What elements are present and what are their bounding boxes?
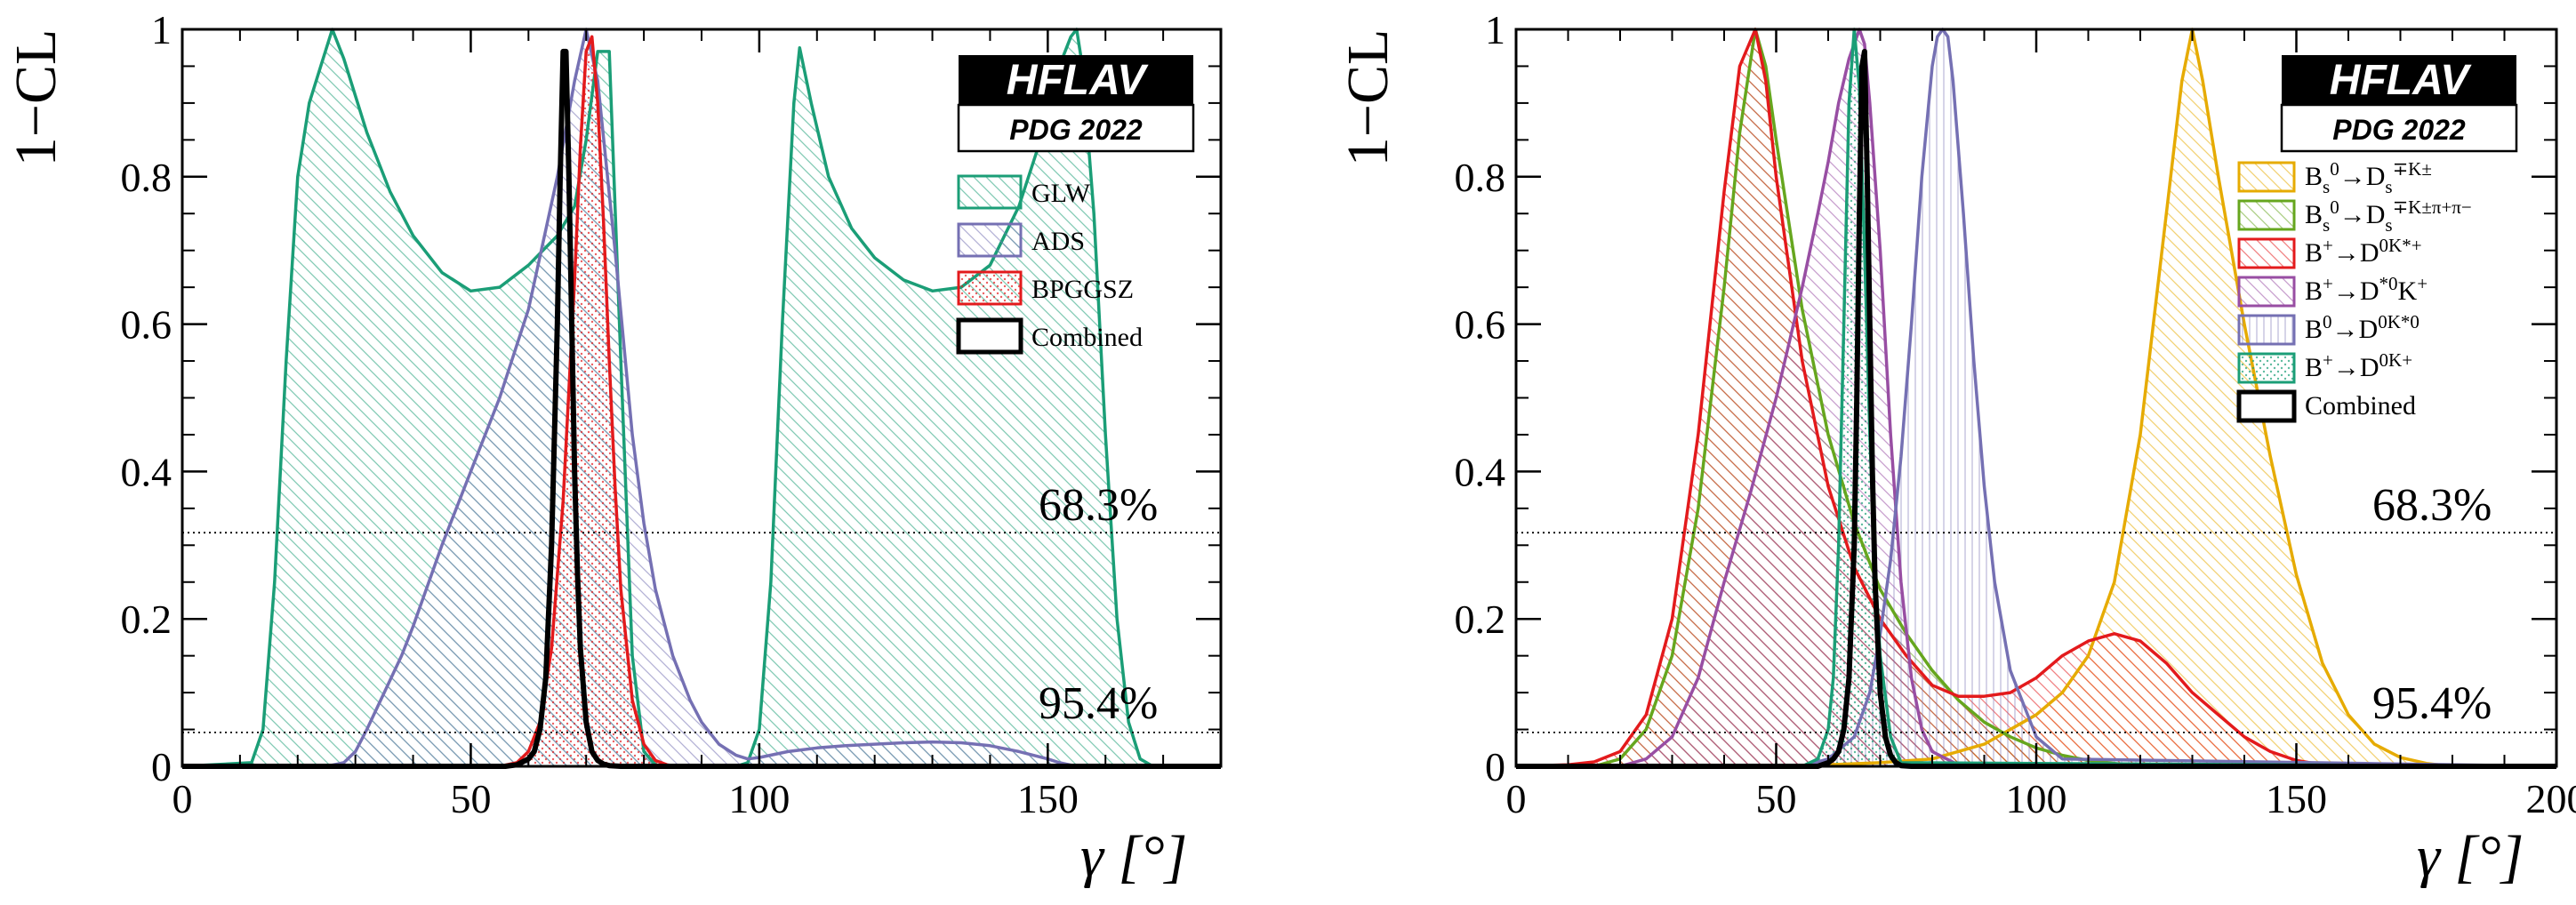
y-tick-label: 0.6 [1455,302,1506,348]
y-tick-label: 0 [151,744,172,789]
legend: GLW ADS BPGGSZ Combined [956,174,1143,355]
right-chart-panel: 68.3% 95.4% 0 50 100 150 200 0 0.2 0.4 0.6 0.8 1 1−CL… [1336,7,2576,889]
legend-label: BPGGSZ [1031,275,1134,304]
legend-item: GLW [957,174,1091,210]
legend-label: Combined [1031,323,1143,352]
y-tick-label: 0.8 [1455,155,1506,200]
logo-title-box [2282,55,2516,105]
series-line-2 [182,28,1221,768]
x-tick-label: 0 [173,776,193,821]
legend-label: B+​→D*0​K+​ [2305,273,2428,306]
series-line-5 [1516,28,2557,768]
legend-item: BPGGSZ [957,270,1134,306]
legend-swatch [956,317,1023,355]
legend-label: B+​→D0K​+​ [2305,349,2412,382]
x-tick-label: 100 [2006,776,2067,821]
series-fill-1 [1516,29,2556,766]
y-tick-label: 0.4 [1455,449,1506,494]
series-line-3 [1515,28,2556,768]
x-tick-label: 50 [1756,776,1797,821]
series-fill-4 [1516,29,2556,766]
logo-subtitle: PDG 2022 [2332,114,2466,146]
logo-subtitle: PDG 2022 [1009,114,1143,146]
cl-label-1: 68.3% [2372,480,2492,531]
legend-swatch [2237,276,2296,308]
series-line-4 [1516,28,2557,768]
legend-label: Combined [2305,391,2416,420]
cl-label-2: 95.4% [1039,678,1158,729]
legend-item: B+​→D*0​K+​ [2237,273,2428,308]
y-tick-label: 0 [1485,744,1505,789]
logo-subtitle-box [2280,103,2518,153]
logo-title: HFLAV [2330,57,2472,104]
y-tick-label: 0.2 [1455,597,1506,642]
y-tick-label: 1 [1485,7,1505,52]
logo-title-box [959,55,1193,105]
y-tick-label: 0.6 [121,302,173,348]
legend-swatch [2237,237,2296,269]
legend: Bs​0​→Ds​∓K​±​Bs​0​→Ds​∓K​±π​+π​−​B+​→D0… [2236,158,2472,423]
legend-item: Bs​0​→Ds​∓K​±​ [2237,158,2432,197]
logo-subtitle-box [957,103,1195,153]
y-tick-label: 1 [151,7,172,52]
legend-swatch [957,174,1023,210]
legend-swatch [2237,161,2296,193]
x-tick-label: 0 [1506,776,1527,821]
logo-title: HFLAV [1007,57,1149,104]
x-tick-label: 150 [2266,776,2327,821]
series-layer [1515,28,2557,769]
y-axis-title: 1−CL [4,29,68,167]
x-tick-label: 100 [728,776,790,821]
hflav-logo: HFLAV PDG 2022 [957,55,1195,153]
legend-swatch [2237,352,2296,384]
y-tick-label: 0.4 [121,449,173,494]
legend-item: B0​→D0K​*0​ [2237,311,2420,346]
legend-swatch [2236,389,2297,423]
legend-item: ADS [957,222,1085,258]
legend-label: B+​→D0K​*+​ [2305,235,2422,268]
series-line-combined [182,48,1221,769]
x-tick-label: 50 [450,776,491,821]
y-tick-label: 0.8 [121,155,173,200]
legend-swatch [2237,199,2296,231]
legend-label: GLW [1031,179,1091,208]
legend-label: Bs​0​→Ds​∓K​±​ [2305,158,2432,197]
hflav-logo: HFLAV PDG 2022 [2280,55,2518,153]
x-tick-label: 200 [2526,776,2576,821]
left-chart-panel: 68.3% 95.4% 0 50 100 150 0 0.2 0.4 0.6 0.8 1 1−CL γ [… [4,7,1223,889]
y-axis-title: 1−CL [1336,29,1400,167]
x-axis-title: γ [°] [1080,824,1187,889]
y-tick-label: 0.2 [121,597,173,642]
legend-label: B0​→D0K​*0​ [2305,311,2420,344]
legend-label: Bs​0​→Ds​∓K​±π​+π​−​ [2305,196,2472,236]
legend-item: B+​→D0K​*+​ [2237,235,2422,269]
legend-item: B+​→D0K​+​ [2237,349,2412,384]
legend-item: Bs​0​→Ds​∓K​±π​+π​−​ [2237,196,2472,236]
cl-label-1: 68.3% [1039,480,1158,531]
legend-label: ADS [1031,227,1085,256]
legend-item: Combined [956,317,1143,355]
legend-swatch [957,222,1023,258]
legend-swatch [2237,314,2296,346]
legend-swatch [957,270,1023,306]
x-axis-title: γ [°] [2417,824,2524,889]
cl-label-2: 95.4% [2372,678,2492,729]
series-fill-2 [182,29,1221,766]
x-tick-label: 150 [1017,776,1079,821]
legend-item: Combined [2236,389,2416,423]
series-line-combined [1516,48,2556,769]
